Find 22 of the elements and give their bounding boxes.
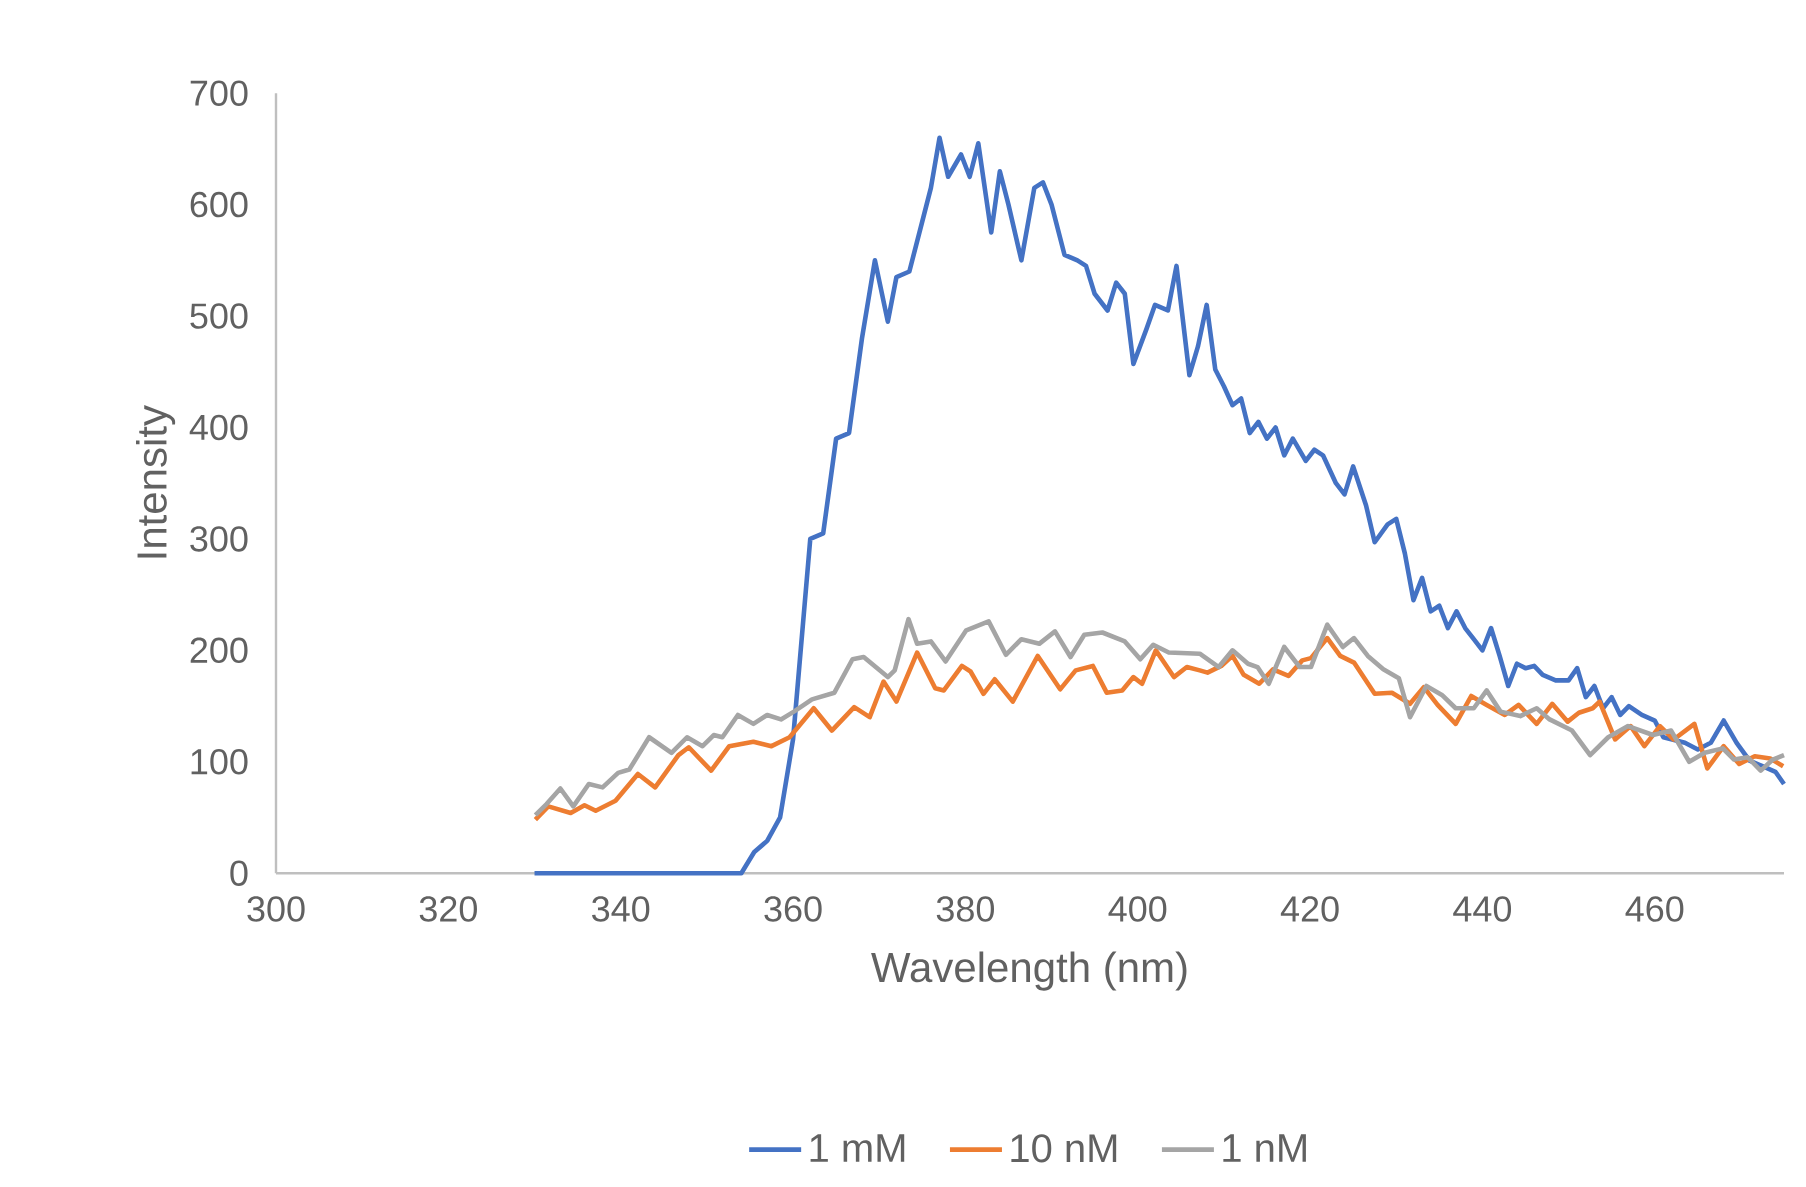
y-tick-label: 400 <box>189 414 248 441</box>
y-tick-label: 200 <box>190 637 248 664</box>
y-tick-label: 300 <box>190 526 248 552</box>
x-tick-label: 340 <box>592 896 650 922</box>
legend-label: 1 mM <box>810 1134 905 1162</box>
y-tick-label: 600 <box>190 191 248 218</box>
x-tick-label: 460 <box>1625 896 1684 922</box>
x-tick-label: 300 <box>247 896 305 922</box>
x-tick-label: 320 <box>419 896 477 922</box>
x-tick-label: 440 <box>1453 896 1512 922</box>
legend-label: 1 nM <box>1223 1134 1306 1162</box>
x-tick-label: 360 <box>764 896 822 922</box>
y-tick-label: 500 <box>190 303 248 329</box>
y-tick-label: 100 <box>191 749 248 775</box>
y-tick-label: 0 <box>230 860 248 886</box>
x-tick-label: 400 <box>1108 896 1167 922</box>
x-axis-title: Wavelength (nm) <box>871 951 1187 991</box>
y-axis-title: Intensity <box>136 405 176 558</box>
y-tick-label: 700 <box>190 80 248 106</box>
x-tick-label: 420 <box>1280 896 1339 922</box>
x-tick-label: 380 <box>936 896 995 922</box>
legend-label: 10 nM <box>1011 1134 1117 1163</box>
